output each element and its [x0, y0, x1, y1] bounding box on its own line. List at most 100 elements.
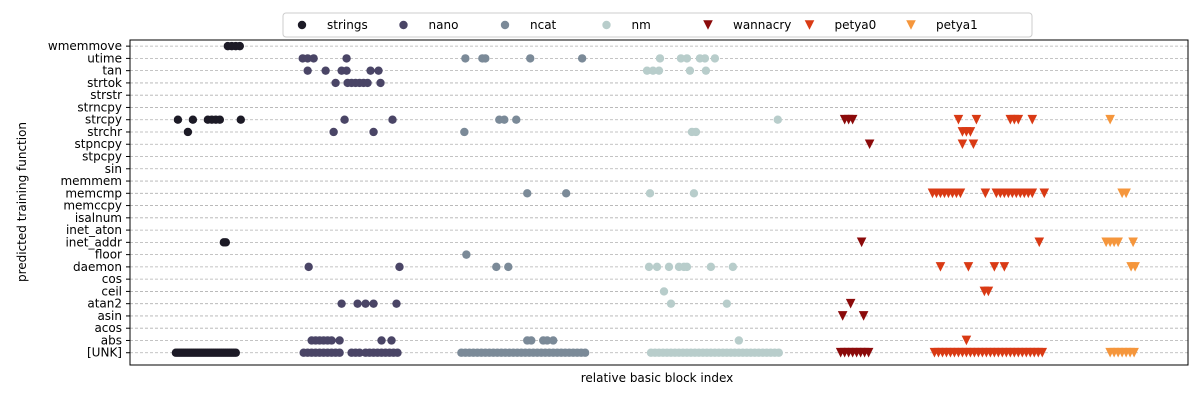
legend-label: wannacry [733, 18, 791, 32]
data-point [989, 262, 1000, 272]
data-point [215, 115, 225, 124]
data-point [304, 262, 313, 272]
data-point [845, 298, 856, 309]
legend-marker [602, 20, 611, 30]
data-points [171, 41, 1140, 358]
y-grid [130, 45, 1188, 354]
y-tick-label: inet_addr [65, 235, 122, 249]
data-point [303, 54, 312, 63]
y-tick-label: stpncpy [75, 137, 123, 151]
y-tick-label: [UNK] [87, 346, 122, 360]
data-point [710, 54, 720, 63]
data-point [863, 347, 874, 358]
y-tick-label: floor [95, 248, 122, 262]
data-point [652, 262, 662, 272]
legend-label: nm [632, 18, 651, 32]
data-point [335, 336, 344, 345]
data-point [183, 127, 193, 137]
y-tick-label: abs [101, 333, 122, 347]
data-point [645, 189, 655, 198]
legend-label: strings [327, 18, 368, 32]
legend-box [282, 12, 1033, 38]
data-point [1121, 188, 1131, 199]
data-point [1128, 237, 1138, 248]
legend-marker [500, 20, 510, 30]
data-point [327, 336, 336, 345]
data-point [309, 54, 318, 63]
data-point [955, 188, 966, 199]
data-point [376, 78, 385, 88]
data-point [393, 348, 402, 357]
data-point [500, 115, 509, 124]
y-tick-label: strtok [87, 76, 122, 90]
data-point [968, 139, 979, 150]
data-point [1105, 114, 1115, 125]
data-point [961, 335, 972, 346]
data-point [659, 287, 669, 296]
y-tick-label: isalnum [75, 211, 122, 225]
data-point [342, 66, 351, 75]
data-point [462, 250, 471, 259]
data-point [335, 348, 344, 357]
series-wannacry [835, 114, 875, 358]
data-point [980, 188, 991, 199]
data-point [682, 262, 692, 272]
legend-marker [906, 20, 916, 30]
data-point [734, 336, 744, 345]
y-tick-label: sin [105, 162, 122, 176]
data-point [701, 66, 711, 75]
data-point [1039, 188, 1050, 199]
y-tick-label: stpcpy [82, 150, 122, 164]
series-nano [298, 54, 404, 357]
series-nm [642, 54, 783, 357]
data-point [773, 115, 782, 124]
data-point [329, 127, 338, 137]
data-point [1113, 237, 1123, 248]
data-point [221, 238, 231, 247]
data-point [644, 262, 654, 272]
y-tick-label: cos [102, 272, 122, 286]
data-point [664, 262, 674, 272]
data-point [1034, 237, 1045, 248]
y-tick-label: strncpy [77, 100, 122, 114]
series-strings [171, 41, 245, 357]
y-tick-label: strchr [87, 125, 122, 139]
data-point [387, 336, 396, 345]
data-point [953, 114, 964, 125]
legend-label: petya1 [936, 18, 978, 32]
data-point [173, 115, 183, 124]
series-petya1 [1101, 114, 1140, 358]
data-point [963, 262, 974, 272]
data-point [527, 336, 536, 345]
data-point [481, 54, 490, 63]
y-tick-label: strstr [90, 88, 122, 102]
data-point [337, 299, 346, 308]
data-point [392, 299, 401, 308]
data-point [1027, 114, 1038, 125]
data-point [461, 54, 470, 63]
y-tick-label: asin [97, 309, 122, 323]
y-tick-label: inet_aton [66, 223, 122, 237]
data-point [188, 115, 198, 124]
data-point [361, 299, 370, 308]
data-point [331, 78, 340, 88]
data-point [369, 127, 378, 137]
y-tick-label: wmemmove [48, 39, 122, 53]
data-point [460, 127, 469, 137]
legend-label: petya0 [835, 18, 877, 32]
data-point [577, 54, 587, 63]
data-point [526, 54, 535, 63]
y-tick-label: ceil [101, 284, 122, 298]
series-petya0 [927, 114, 1050, 358]
data-point [355, 348, 364, 357]
data-point [642, 66, 652, 75]
y-axis-label: predicted training function [15, 122, 29, 282]
data-point [236, 115, 245, 124]
data-point [655, 54, 665, 63]
plot-frame [129, 39, 1189, 366]
data-point [1037, 347, 1048, 358]
y-axis: [UNK]absacosasinatan2ceilcosdaemonfloori… [48, 39, 130, 360]
legend-label: ncat [530, 18, 557, 32]
y-tick-label: daemon [73, 260, 122, 274]
legend-marker [804, 20, 815, 30]
